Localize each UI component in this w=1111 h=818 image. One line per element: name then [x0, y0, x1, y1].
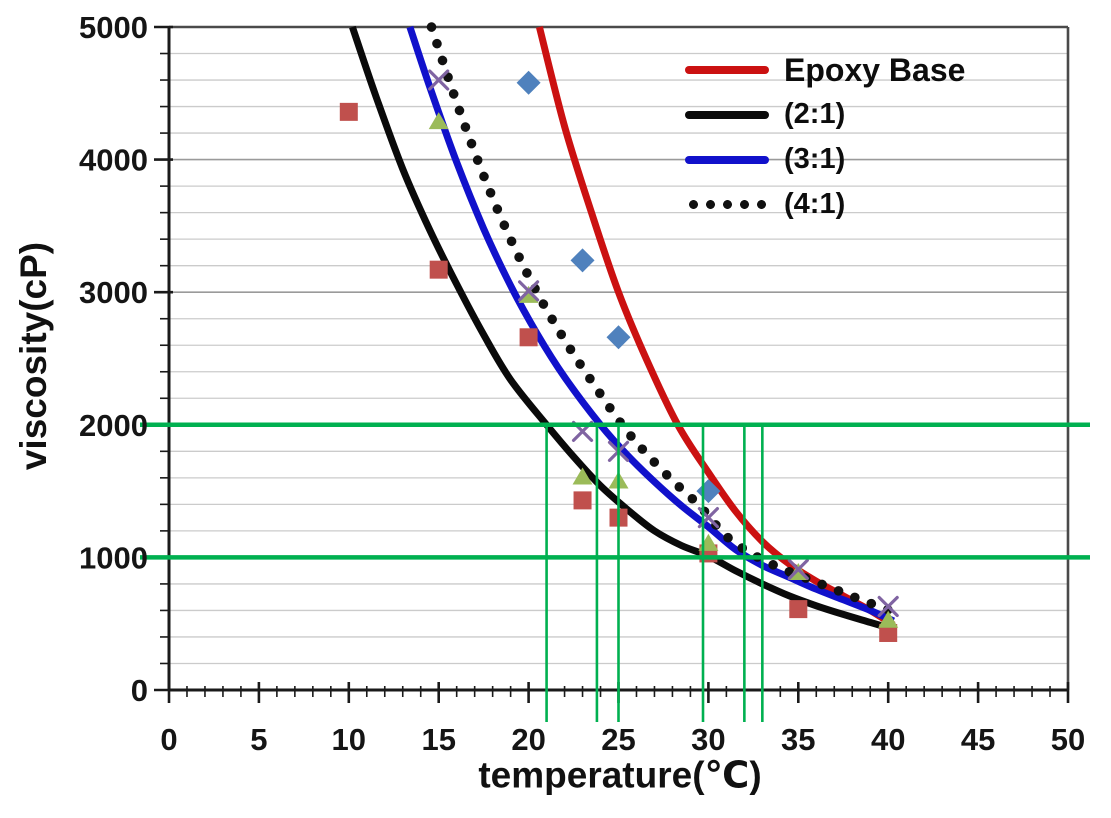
x-axis-title: temperature(℃) — [478, 754, 762, 796]
legend-line-2-1 — [685, 110, 769, 119]
x-tick-label: 50 — [1051, 722, 1085, 757]
x-tick-label: 40 — [871, 722, 905, 757]
marker-triangle — [878, 610, 899, 628]
y-tick-label: 0 — [131, 673, 148, 708]
marker-diamond — [516, 70, 541, 95]
x-tick-label: 45 — [961, 722, 995, 757]
legend-label-4-1: (4:1) — [784, 188, 846, 220]
legend-item-4-1: (4:1) — [685, 182, 965, 227]
marker-triangle — [572, 467, 593, 485]
legend-item-epoxy-base: Epoxy Base — [685, 47, 965, 92]
marker-x — [428, 69, 450, 91]
legend: Epoxy Base (2:1) (3:1) (4:1) — [685, 47, 965, 227]
y-tick-label: 4000 — [79, 143, 148, 178]
marker-square — [789, 600, 808, 619]
marker-square — [879, 623, 898, 642]
marker-x — [787, 558, 809, 580]
marker-square — [339, 102, 358, 121]
marker-square — [573, 491, 592, 510]
x-tick-label: 20 — [511, 722, 545, 757]
x-tick-label: 25 — [601, 722, 635, 757]
x-tick-label: 15 — [421, 722, 455, 757]
marker-diamond — [570, 248, 595, 273]
y-tick-label: 5000 — [79, 10, 148, 45]
marker-diamond — [606, 325, 631, 350]
marker-square — [519, 328, 538, 347]
marker-triangle — [518, 285, 539, 303]
x-tick-label: 10 — [332, 722, 366, 757]
x-tick-label: 35 — [781, 722, 815, 757]
legend-item-3-1: (3:1) — [685, 137, 965, 182]
legend-line-3-1 — [685, 155, 769, 164]
y-axis-title: viscosity(cP) — [13, 241, 54, 471]
legend-line-epoxy-base — [685, 65, 769, 74]
x-tick-label: 0 — [160, 722, 177, 757]
marker-triangle — [428, 112, 449, 130]
marker-x — [877, 595, 899, 618]
x-tick-label: 30 — [691, 722, 725, 757]
y-tick-label: 3000 — [79, 275, 148, 310]
marker-square — [429, 260, 448, 279]
legend-item-2-1: (2:1) — [685, 92, 965, 137]
curve-3-1 — [406, 25, 896, 625]
legend-label-epoxy-base: Epoxy Base — [784, 51, 966, 88]
legend-line-4-1 — [685, 200, 769, 209]
legend-label-3-1: (3:1) — [784, 143, 846, 175]
y-tick-label: 1000 — [79, 540, 148, 575]
x-tick-label: 5 — [250, 722, 267, 757]
y-tick-label: 2000 — [79, 408, 148, 443]
legend-label-2-1: (2:1) — [784, 98, 846, 130]
marker-x — [518, 280, 540, 302]
